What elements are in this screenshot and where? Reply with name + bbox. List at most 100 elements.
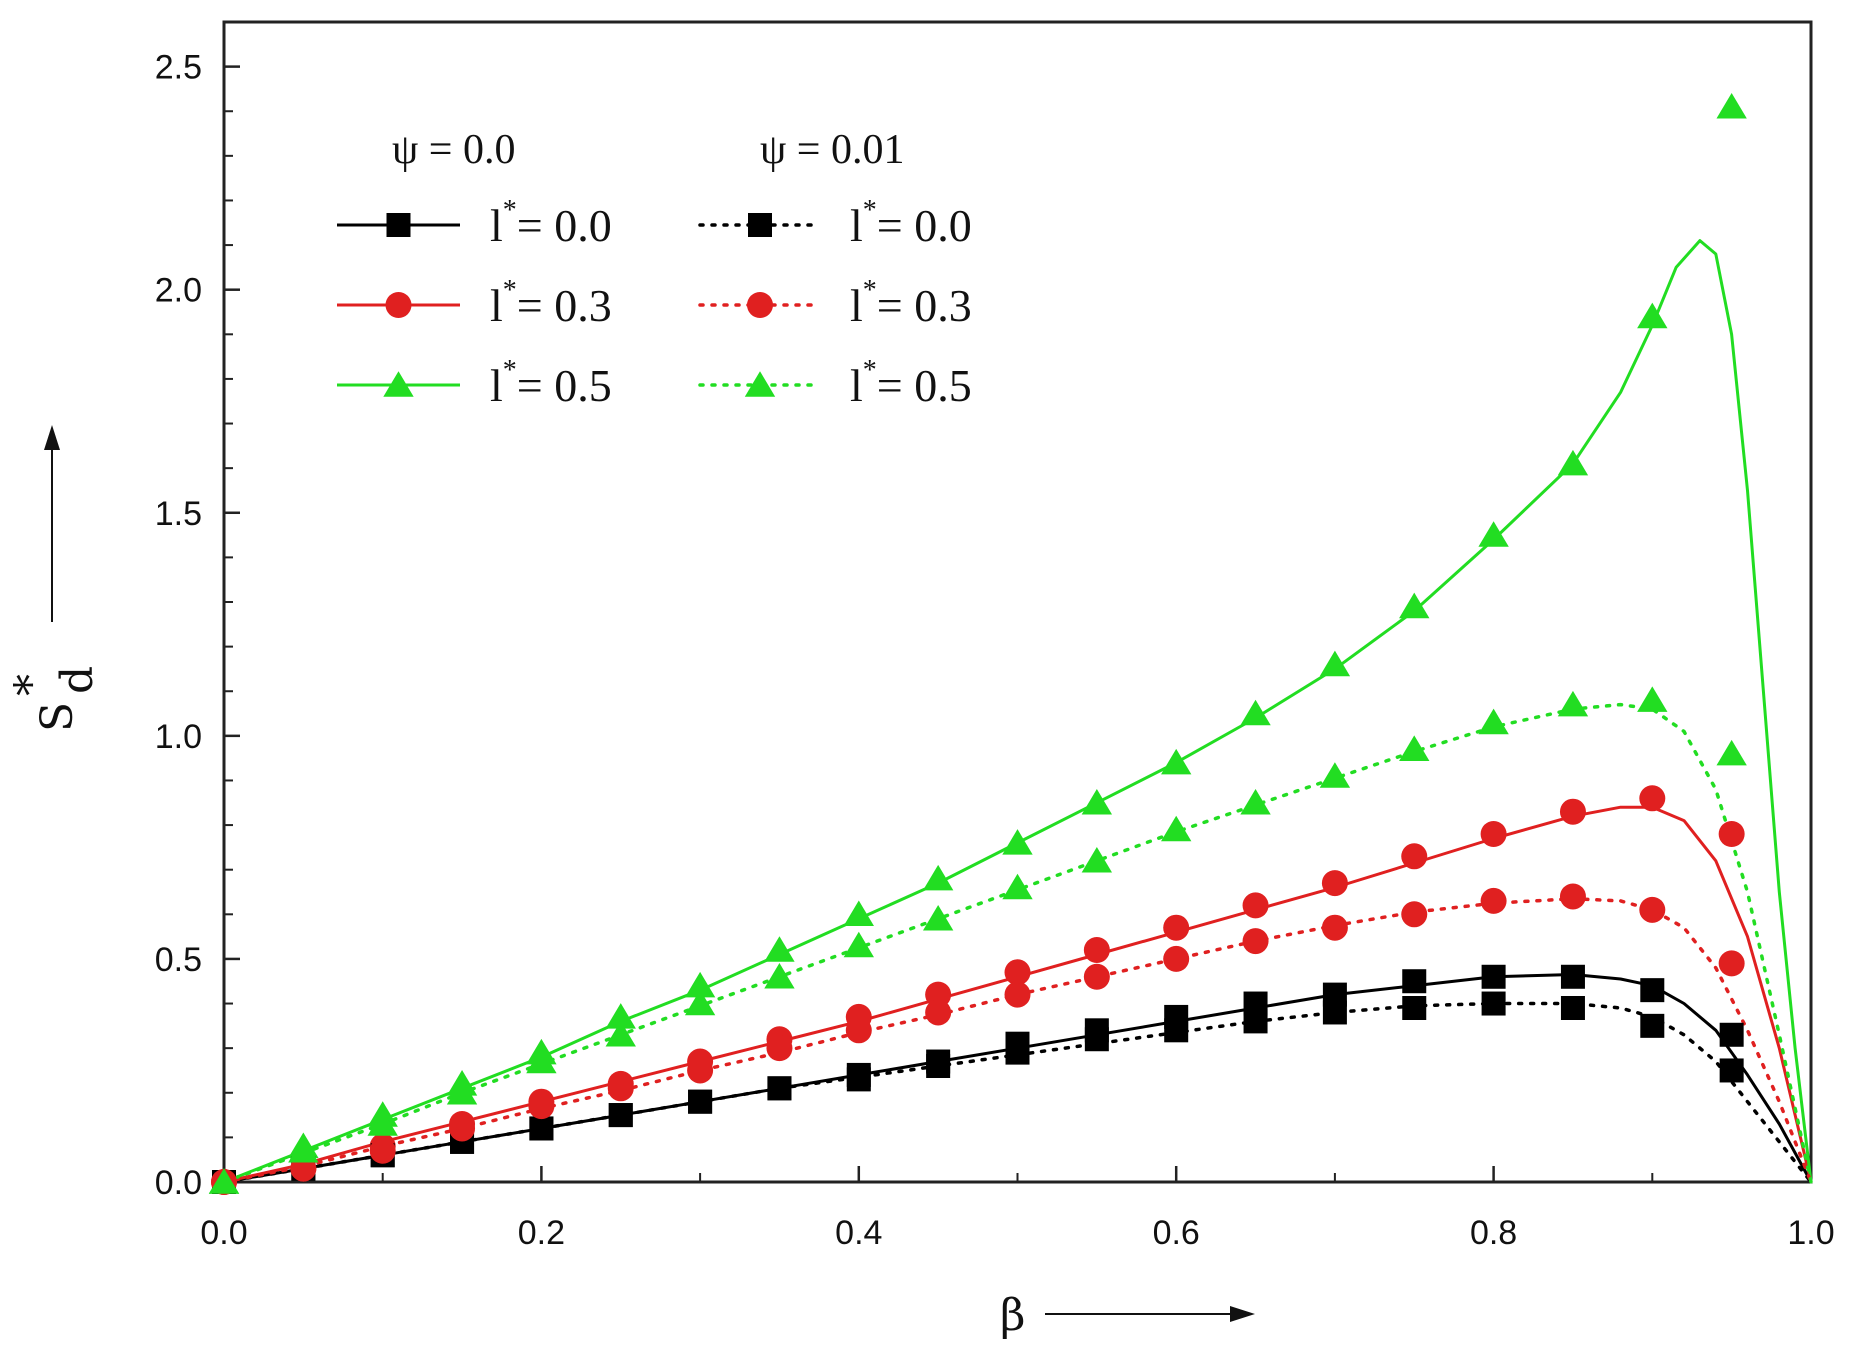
x-axis-label: β — [1000, 1290, 1025, 1341]
tick-labels: 0.0 0.2 0.4 0.6 0.8 1.0 0.0 0.5 1.0 1.5 2.0 2.5 — [155, 49, 1835, 1252]
legend-label-main: l — [490, 280, 503, 331]
data-point — [1557, 449, 1589, 476]
y-axis-label-sup: * — [6, 674, 57, 696]
data-point — [528, 1093, 555, 1120]
legend-label-value: = 0.3 — [877, 280, 972, 331]
data-point — [1319, 762, 1351, 788]
legend-marker — [386, 213, 411, 237]
legend-marker — [385, 292, 412, 318]
data-point — [1002, 829, 1033, 855]
legend-label-value: = 0.0 — [877, 200, 972, 251]
legend-label-main: l — [850, 280, 863, 331]
data-point — [1084, 1027, 1109, 1052]
data-point — [1637, 686, 1668, 712]
legend-label-main: l — [850, 200, 863, 251]
x-tick-label: 0.8 — [1470, 1214, 1517, 1252]
legend-label: l*= 0.3 — [850, 275, 972, 331]
data-point — [1637, 302, 1668, 329]
legend-label: l*= 0.0 — [490, 195, 612, 251]
data-point — [843, 900, 874, 927]
data-point — [1164, 1018, 1189, 1043]
data-point — [529, 1116, 554, 1141]
y-axis-label-main: S — [32, 702, 83, 732]
legend-label-value: = 0.5 — [877, 360, 972, 411]
data-point — [1639, 785, 1666, 812]
data-point — [1319, 650, 1351, 677]
legend: ψ = 0.0 ψ = 0.01 l*= 0.0 l*= 0.0l*= 0.3 l*… — [337, 127, 972, 411]
data-point — [1322, 1000, 1347, 1025]
legend-label: l*= 0.5 — [850, 355, 972, 411]
data-point — [926, 1054, 951, 1078]
legend-label-sup: * — [863, 355, 877, 386]
data-point — [1716, 739, 1747, 766]
data-point — [605, 1003, 636, 1029]
data-point — [1083, 963, 1110, 990]
data-point — [1402, 969, 1427, 994]
data-point — [1719, 1022, 1744, 1047]
data-point — [845, 1017, 872, 1044]
data-point — [846, 1067, 871, 1092]
data-point — [608, 1103, 633, 1128]
data-point — [1163, 914, 1190, 941]
data-point — [684, 989, 716, 1016]
data-point — [605, 1020, 636, 1047]
data-point — [607, 1075, 634, 1102]
legend-label-value: = 0.3 — [517, 280, 612, 331]
data-point — [684, 971, 716, 998]
data-point — [1399, 735, 1430, 761]
data-point — [767, 1076, 792, 1101]
data-point — [1243, 1009, 1268, 1034]
data-point — [1718, 821, 1745, 847]
data-point — [1004, 959, 1031, 986]
y-tick-label: 0.5 — [155, 941, 202, 979]
y-axis-label-sub: d — [52, 666, 103, 694]
data-point — [764, 962, 795, 989]
data-point — [1401, 843, 1428, 870]
data-point — [1559, 798, 1586, 825]
legend-label-sup: * — [863, 275, 877, 306]
data-point — [1639, 896, 1666, 923]
x-tick-label: 0.4 — [835, 1214, 882, 1252]
data-point — [1321, 870, 1348, 897]
data-point — [288, 1136, 319, 1163]
data-point — [843, 931, 874, 958]
data-point — [1242, 928, 1269, 955]
y-tick-label: 2.0 — [155, 272, 202, 310]
data-point — [367, 1110, 398, 1136]
data-point — [688, 1089, 713, 1114]
data-point — [1481, 964, 1506, 989]
legend-label-main: l — [850, 360, 863, 411]
legend-label-sup: * — [503, 195, 517, 226]
data-point — [1240, 788, 1271, 815]
legend-marker — [748, 213, 772, 237]
data-point — [526, 1047, 557, 1074]
data-point — [1163, 945, 1190, 972]
data-point — [1002, 873, 1033, 900]
data-point — [1557, 690, 1589, 717]
data-point — [687, 1057, 714, 1084]
data-point — [1480, 887, 1507, 914]
legend-label: l*= 0.3 — [490, 275, 612, 331]
legend-header-psi-001: ψ = 0.01 — [760, 127, 904, 173]
y-axis-title: S * d — [6, 425, 103, 732]
y-tick-label: 2.5 — [155, 49, 202, 87]
legend-label-main: l — [490, 200, 503, 251]
data-point — [1161, 815, 1192, 842]
data-point — [446, 1078, 478, 1105]
data-point — [1161, 748, 1192, 775]
data-point — [1560, 996, 1585, 1020]
legend-label-sup: * — [503, 355, 517, 386]
data-point — [1240, 699, 1271, 726]
data-point — [449, 1115, 476, 1142]
data-point — [1719, 1058, 1744, 1083]
data-point — [1716, 92, 1747, 119]
data-point — [1481, 991, 1506, 1016]
legend-label-value: = 0.5 — [517, 360, 612, 411]
series-markers — [208, 92, 1747, 1195]
data-point — [766, 1035, 793, 1062]
data-point — [1478, 521, 1509, 547]
data-point — [764, 936, 795, 962]
data-point — [1478, 708, 1509, 735]
data-point — [1640, 978, 1665, 1003]
